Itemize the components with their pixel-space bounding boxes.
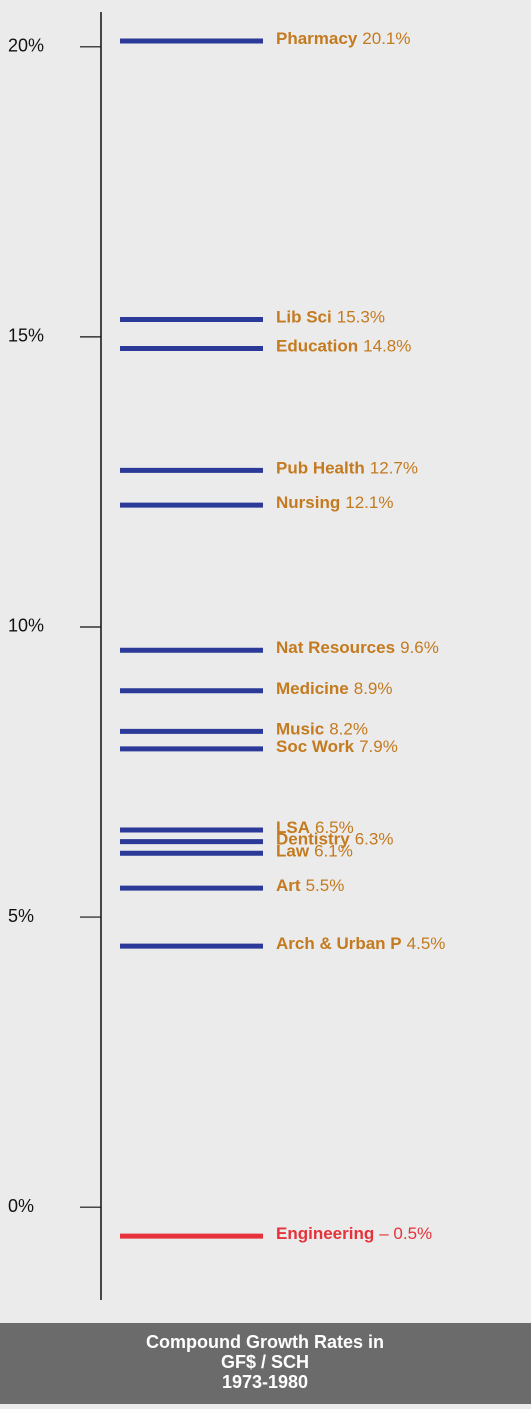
chart-title: 1973-1980 [222, 1372, 308, 1392]
data-label: Law 6.1% [276, 842, 353, 861]
value-label: 6.1% [314, 842, 353, 861]
data-label: Soc Work 7.9% [276, 737, 398, 756]
category-label: Pharmacy [276, 29, 358, 48]
y-tick-label: 20% [8, 36, 44, 56]
value-label: 6.3% [355, 830, 394, 849]
y-tick-label: 0% [8, 1196, 34, 1216]
data-label: Arch & Urban P 4.5% [276, 935, 445, 954]
category-label: Soc Work [276, 737, 355, 756]
y-tick-label: 15% [8, 326, 44, 346]
category-label: Arch & Urban P [276, 935, 402, 954]
value-label: 20.1% [362, 29, 410, 48]
data-label: Medicine 8.9% [276, 679, 393, 698]
chart-title: GF$ / SCH [221, 1352, 309, 1372]
data-label: LSA 6.5% [276, 819, 354, 838]
value-label: 8.2% [329, 720, 368, 739]
value-label: 5.5% [306, 877, 345, 896]
y-tick-label: 5% [8, 906, 34, 926]
category-label: Law [276, 842, 310, 861]
value-label: – 0.5% [379, 1225, 432, 1244]
data-label: Engineering – 0.5% [276, 1225, 432, 1244]
category-label: Nat Resources [276, 639, 395, 658]
category-label: Medicine [276, 679, 349, 698]
value-label: 6.5% [315, 819, 354, 838]
category-label: Education [276, 337, 358, 356]
data-label: Pub Health 12.7% [276, 459, 418, 478]
value-label: 9.6% [400, 639, 439, 658]
value-label: 15.3% [337, 308, 385, 327]
value-label: 4.5% [407, 935, 446, 954]
data-label: Art 5.5% [276, 877, 344, 896]
category-label: Pub Health [276, 459, 365, 478]
data-label: Music 8.2% [276, 720, 368, 739]
category-label: Dentistry [276, 830, 350, 849]
data-label: Dentistry 6.3% [276, 830, 393, 849]
chart-title: Compound Growth Rates in [146, 1332, 384, 1352]
value-label: 12.7% [370, 459, 418, 478]
data-label: Pharmacy 20.1% [276, 29, 410, 48]
value-label: 7.9% [359, 737, 398, 756]
category-label: Music [276, 720, 324, 739]
value-label: 8.9% [354, 679, 393, 698]
category-label: Lib Sci [276, 308, 332, 327]
y-tick-label: 10% [8, 616, 44, 636]
data-label: Lib Sci 15.3% [276, 308, 385, 327]
category-label: Nursing [276, 494, 340, 513]
category-label: Art [276, 877, 301, 896]
title-box [0, 1323, 531, 1404]
data-label: Nat Resources 9.6% [276, 639, 439, 658]
value-label: 12.1% [345, 494, 393, 513]
data-label: Education 14.8% [276, 337, 411, 356]
category-label: LSA [276, 819, 310, 838]
value-label: 14.8% [363, 337, 411, 356]
category-label: Engineering [276, 1225, 374, 1244]
data-label: Nursing 12.1% [276, 494, 393, 513]
